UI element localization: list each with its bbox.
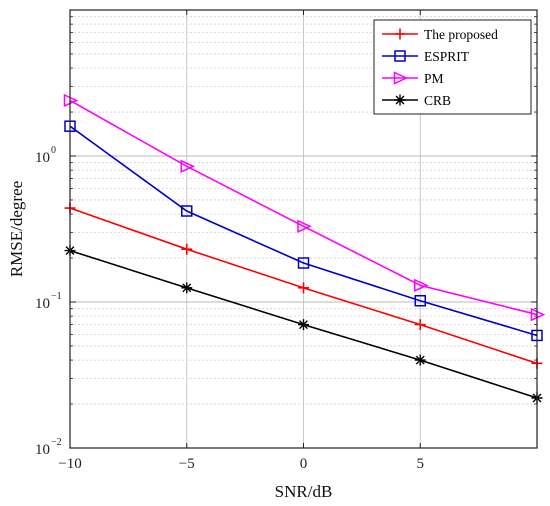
y-axis-label: RMSE/degree xyxy=(7,181,26,277)
y-tick-exponent: −2 xyxy=(51,437,62,448)
data-point-triangle-right xyxy=(414,278,429,293)
data-point-asterisk xyxy=(181,282,193,294)
legend-label: PM xyxy=(424,71,444,86)
legend-item: PM xyxy=(382,71,444,86)
data-point-square xyxy=(414,294,426,307)
x-tick-label: 0 xyxy=(300,456,308,472)
data-point-square xyxy=(394,50,406,62)
legend-label: The proposed xyxy=(424,27,498,42)
legend-label: ESPRIT xyxy=(424,49,470,64)
y-tick-label: 10 xyxy=(35,150,50,166)
data-point-asterisk xyxy=(298,319,309,331)
data-point-plus xyxy=(394,28,406,40)
x-tick-label: −10 xyxy=(58,456,81,472)
legend-item: ESPRIT xyxy=(382,49,470,64)
data-point-square xyxy=(181,205,193,217)
series-line xyxy=(69,99,538,316)
y-tick-exponent: 0 xyxy=(51,145,56,156)
data-point-plus xyxy=(181,243,193,255)
data-point-square xyxy=(297,257,310,269)
data-point-triangle-right xyxy=(297,219,312,233)
y-tick-label: 10 xyxy=(35,442,50,458)
y-tick-exponent: −1 xyxy=(51,291,62,302)
series-line xyxy=(69,125,538,337)
data-point-plus xyxy=(414,319,426,331)
legend-item: CRB xyxy=(382,93,451,108)
x-tick-label: −5 xyxy=(179,456,195,472)
legend: The proposed ESPRIT PM CRB xyxy=(373,19,532,115)
data-point-triangle-right xyxy=(393,71,409,85)
data-point-plus xyxy=(298,282,309,294)
data-point-asterisk xyxy=(394,94,406,106)
y-tick-label: 10 xyxy=(35,296,50,312)
data-point-triangle-right xyxy=(180,159,196,173)
legend-item: The proposed xyxy=(382,27,498,42)
data-series xyxy=(63,93,546,404)
x-axis-label: SNR/dB xyxy=(275,482,333,501)
legend-label: CRB xyxy=(424,93,451,108)
x-tick-label: 5 xyxy=(417,456,425,472)
data-point-asterisk xyxy=(414,354,426,366)
